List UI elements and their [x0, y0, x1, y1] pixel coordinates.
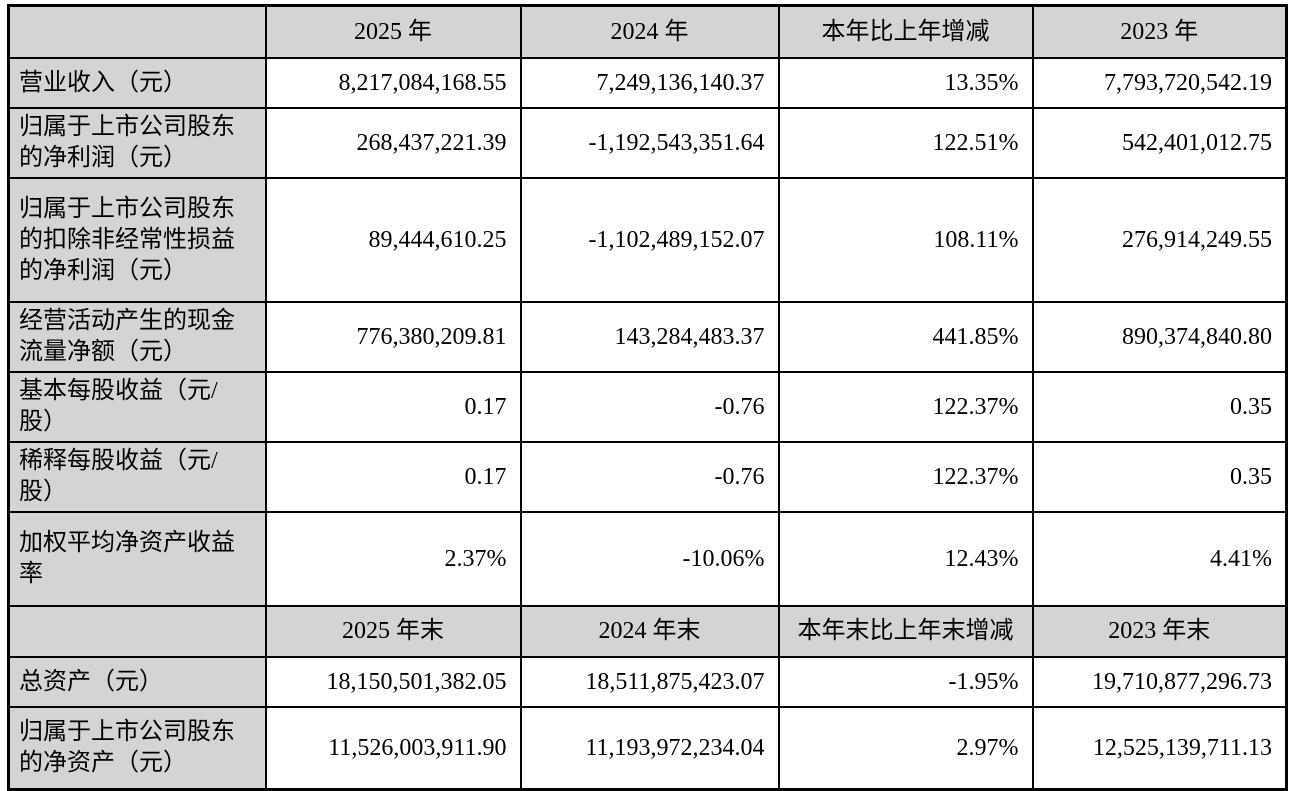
- value-2024: 11,193,972,234.04: [519, 706, 780, 791]
- table-row-revenue: 营业收入（元） 8,217,084,168.55 7,249,136,140.3…: [7, 57, 1288, 109]
- row-label: 总资产（元）: [7, 656, 267, 708]
- header-2024: 2024 年: [519, 4, 780, 59]
- value-change: -1.95%: [777, 656, 1034, 708]
- value-2023: 19,710,877,296.73: [1031, 656, 1288, 708]
- value-change: 441.85%: [777, 301, 1034, 373]
- header-2024-end: 2024 年末: [519, 605, 780, 658]
- table-row-net-profit-excl-nonrecurring: 归属于上市公司股东 的扣除非经常性损益 的净利润（元） 89,444,610.2…: [7, 177, 1288, 303]
- row-label: 经营活动产生的现金 流量净额（元）: [7, 301, 267, 373]
- value-2025: 0.17: [264, 371, 522, 443]
- value-2025: 2.37%: [264, 511, 522, 607]
- table-row-net-profit: 归属于上市公司股东 的净利润（元） 268,437,221.39 -1,192,…: [7, 107, 1288, 179]
- value-2023: 276,914,249.55: [1031, 177, 1288, 303]
- table-row-total-assets: 总资产（元） 18,150,501,382.05 18,511,875,423.…: [7, 656, 1288, 708]
- value-2024: -10.06%: [519, 511, 780, 607]
- header-yoy-change: 本年比上年增减: [777, 4, 1034, 59]
- header-empty-cell: [7, 605, 267, 658]
- value-change: 122.51%: [777, 107, 1034, 179]
- value-2023: 12,525,139,711.13: [1031, 706, 1288, 791]
- value-2023: 0.35: [1031, 441, 1288, 513]
- value-2025: 11,526,003,911.90: [264, 706, 522, 791]
- value-2025: 268,437,221.39: [264, 107, 522, 179]
- value-change: 122.37%: [777, 371, 1034, 443]
- row-label: 稀释每股收益（元/ 股）: [7, 441, 267, 513]
- value-2023: 890,374,840.80: [1031, 301, 1288, 373]
- key-financials-table: 2025 年 2024 年 本年比上年增减 2023 年 营业收入（元） 8,2…: [7, 4, 1288, 791]
- value-change: 122.37%: [777, 441, 1034, 513]
- table-row-diluted-eps: 稀释每股收益（元/ 股） 0.17 -0.76 122.37% 0.35: [7, 441, 1288, 513]
- annual-header-row: 2025 年 2024 年 本年比上年增减 2023 年: [7, 4, 1288, 59]
- header-2025: 2025 年: [264, 4, 522, 59]
- table-row-operating-cash-flow: 经营活动产生的现金 流量净额（元） 776,380,209.81 143,284…: [7, 301, 1288, 373]
- value-2024: -0.76: [519, 371, 780, 443]
- header-2025-end: 2025 年末: [264, 605, 522, 658]
- value-2024: 18,511,875,423.07: [519, 656, 780, 708]
- value-2024: -1,192,543,351.64: [519, 107, 780, 179]
- value-2024: 7,249,136,140.37: [519, 57, 780, 109]
- value-2024: 143,284,483.37: [519, 301, 780, 373]
- row-label: 营业收入（元）: [7, 57, 267, 109]
- table-row-net-assets: 归属于上市公司股东 的净资产（元） 11,526,003,911.90 11,1…: [7, 706, 1288, 791]
- value-2025: 0.17: [264, 441, 522, 513]
- value-2025: 18,150,501,382.05: [264, 656, 522, 708]
- header-year-end-change: 本年末比上年末增减: [777, 605, 1034, 658]
- value-change: 108.11%: [777, 177, 1034, 303]
- table-row-weighted-avg-roe: 加权平均净资产收益 率 2.37% -10.06% 12.43% 4.41%: [7, 511, 1288, 607]
- value-2024: -0.76: [519, 441, 780, 513]
- value-change: 13.35%: [777, 57, 1034, 109]
- value-2023: 0.35: [1031, 371, 1288, 443]
- value-change: 12.43%: [777, 511, 1034, 607]
- value-2024: -1,102,489,152.07: [519, 177, 780, 303]
- header-empty-cell: [7, 4, 267, 59]
- table-row-basic-eps: 基本每股收益（元/ 股） 0.17 -0.76 122.37% 0.35: [7, 371, 1288, 443]
- row-label: 加权平均净资产收益 率: [7, 511, 267, 607]
- value-2023: 4.41%: [1031, 511, 1288, 607]
- row-label: 归属于上市公司股东 的净资产（元）: [7, 706, 267, 791]
- header-2023: 2023 年: [1031, 4, 1288, 59]
- header-2023-end: 2023 年末: [1031, 605, 1288, 658]
- row-label: 基本每股收益（元/ 股）: [7, 371, 267, 443]
- value-2025: 776,380,209.81: [264, 301, 522, 373]
- row-label: 归属于上市公司股东 的净利润（元）: [7, 107, 267, 179]
- row-label: 归属于上市公司股东 的扣除非经常性损益 的净利润（元）: [7, 177, 267, 303]
- value-2025: 8,217,084,168.55: [264, 57, 522, 109]
- value-change: 2.97%: [777, 706, 1034, 791]
- value-2023: 542,401,012.75: [1031, 107, 1288, 179]
- value-2025: 89,444,610.25: [264, 177, 522, 303]
- year-end-header-row: 2025 年末 2024 年末 本年末比上年末增减 2023 年末: [7, 605, 1288, 658]
- value-2023: 7,793,720,542.19: [1031, 57, 1288, 109]
